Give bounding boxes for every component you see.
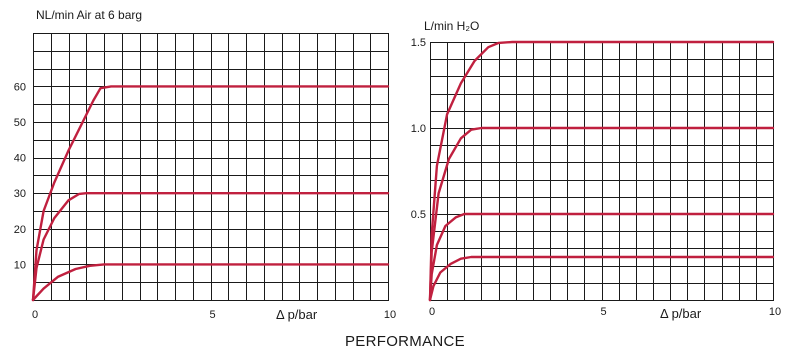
- water-chart-y-tick-labels: 0.5 1.0 1.5: [411, 37, 426, 221]
- water-chart-curves: [428, 40, 775, 302]
- water-flow-curve-3: [428, 212, 775, 302]
- water-chart-x-axis-title: Δ p/bar: [660, 306, 702, 321]
- figure-caption: PERFORMANCE: [345, 333, 465, 350]
- water-flow-chart: L/min H₂O 0.5 1.0 1.5 0 5 10 Δ p/bar: [411, 19, 781, 321]
- water-chart-y-axis-title: L/min H₂O: [424, 19, 479, 33]
- water-chart-x-tick-labels: 0 5 10: [429, 306, 781, 318]
- air-y-tick-label: 10: [14, 259, 26, 271]
- water-x-tick-label: 10: [769, 306, 781, 318]
- water-y-tick-label: 0.5: [411, 209, 426, 221]
- air-chart-grid: [33, 33, 389, 301]
- air-flow-curve-1: [31, 85, 390, 302]
- water-chart-grid: [430, 42, 774, 301]
- water-flow-curve-1: [428, 40, 775, 302]
- air-x-tick-label: 10: [384, 309, 396, 321]
- air-flow-curve-2: [31, 192, 390, 302]
- water-x-tick-label: 0: [429, 306, 435, 318]
- water-x-tick-label: 5: [600, 306, 606, 318]
- air-chart-curves: [31, 85, 390, 302]
- air-flow-curve-3: [31, 263, 390, 302]
- air-x-tick-label: 5: [209, 309, 215, 321]
- water-y-tick-label: 1.0: [411, 123, 426, 135]
- air-chart-y-tick-labels: 10 20 30 40 50 60: [14, 81, 26, 271]
- air-y-tick-label: 40: [14, 153, 26, 165]
- air-chart-x-axis-title: Δ p/bar: [276, 307, 318, 322]
- air-y-tick-label: 60: [14, 81, 26, 93]
- water-flow-curve-2: [428, 126, 775, 302]
- air-y-tick-label: 50: [14, 117, 26, 129]
- air-chart-y-axis-title: NL/min Air at 6 barg: [36, 8, 142, 22]
- air-y-tick-label: 30: [14, 188, 26, 200]
- air-y-tick-label: 20: [14, 224, 26, 236]
- water-flow-curve-4: [428, 255, 775, 302]
- air-flow-chart: NL/min Air at 6 barg 10 20 30 40 50 60 0 5 10 Δ…: [14, 8, 396, 322]
- air-plot-frame: [33, 33, 389, 301]
- air-x-tick-label: 0: [32, 309, 38, 321]
- water-y-tick-label: 1.5: [411, 37, 426, 49]
- air-chart-x-tick-labels: 0 5 10: [32, 309, 396, 321]
